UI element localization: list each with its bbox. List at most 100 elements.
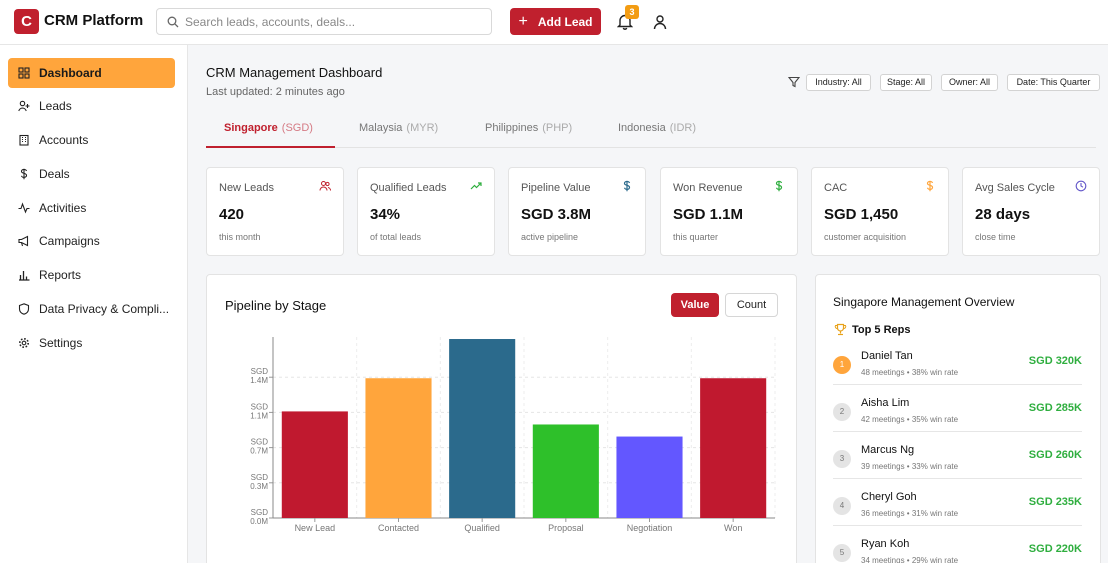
rep-amount: SGD 320K [1028,355,1082,367]
row-divider [833,478,1082,479]
rep-amount: SGD 235K [1028,496,1082,508]
kpi-subtext: close time [975,232,1016,242]
dollar-icon [924,180,936,195]
app-logo[interactable]: C [14,9,39,34]
clock-icon [1075,180,1087,195]
sidebar-item-dashboard[interactable]: Dashboard [8,58,175,88]
user-plus-icon [18,100,30,112]
y-tick-label-unit: SGD [251,508,269,517]
y-tick-label: 0.3M [250,482,268,491]
kpi-card-pipeline-value[interactable]: Pipeline Value SGD 3.8M active pipeline [508,167,646,256]
sidebar-item-deals[interactable]: Deals [8,159,175,189]
kpi-card-avg-sales-cycle[interactable]: Avg Sales Cycle 28 days close time [962,167,1100,256]
rep-stats: 36 meetings • 31% win rate [861,509,959,518]
tab-philippines[interactable]: Philippines (PHP) [485,122,572,134]
kpi-card-won-revenue[interactable]: Won Revenue SGD 1.1M this quarter [660,167,798,256]
tab-currency: (SGD) [281,122,313,134]
filter-icon[interactable] [788,76,800,88]
bar-won [700,378,767,518]
filter-date[interactable]: Date: This Quarter [1007,74,1100,91]
search-input[interactable] [185,13,485,31]
sidebar-item-activities[interactable]: Activities [8,193,175,223]
add-lead-button[interactable]: + Add Lead [510,8,601,35]
search-icon [167,16,179,28]
value-toggle-button[interactable]: Value [671,293,719,317]
sidebar-item-leads[interactable]: Leads [8,91,175,121]
kpi-label: New Leads [219,182,275,194]
sidebar-item-settings[interactable]: Settings [8,328,175,358]
last-updated: Last updated: 2 minutes ago [206,86,345,98]
kpi-card-qualified-leads[interactable]: Qualified Leads 34% of total leads [357,167,495,256]
filter-stage[interactable]: Stage: All [880,74,932,91]
users-icon [319,180,332,195]
rep-amount: SGD 220K [1028,543,1082,555]
sidebar-item-data-privacy-compli[interactable]: Data Privacy & Compli... [8,294,175,324]
rep-name: Marcus Ng [861,444,915,456]
rep-amount: SGD 260K [1028,449,1082,461]
sidebar-item-reports[interactable]: Reports [8,260,175,290]
building-icon [18,134,30,146]
shield-icon [18,303,30,315]
sidebar [0,45,188,563]
sidebar-item-label: Reports [39,268,82,282]
kpi-value: SGD 1,450 [824,206,899,223]
rep-stats: 42 meetings • 35% win rate [861,415,959,424]
sidebar-item-label: Activities [39,201,87,215]
sidebar-item-campaigns[interactable]: Campaigns [8,226,175,256]
rep-amount: SGD 285K [1028,402,1082,414]
rep-row[interactable]: 2 Aisha Lim 42 meetings • 35% win rate SGD … [833,394,1082,440]
tab-label: Singapore [224,122,278,134]
x-tick-label: New Lead [295,523,336,533]
trophy-icon [834,323,847,336]
rank-badge: 5 [833,544,851,562]
tab-label: Indonesia [618,122,666,134]
search-box[interactable] [156,8,492,35]
rep-row[interactable]: 5 Ryan Koh 34 meetings • 29% win rate SGD 2… [833,535,1082,563]
y-tick-label-unit: SGD [251,473,269,482]
y-tick-label: 1.1M [250,411,268,420]
grid-icon [18,67,30,79]
sidebar-item-label: Dashboard [39,66,102,80]
activity-icon [18,202,30,214]
sidebar-item-label: Campaigns [39,234,100,248]
tab-singapore[interactable]: Singapore (SGD) [224,122,313,134]
dollar-icon [18,168,30,180]
kpi-label: Won Revenue [673,182,743,194]
plus-icon: + [518,12,528,30]
bar-negotiation [616,436,683,518]
top-reps-label: Top 5 Reps [852,324,911,336]
tab-malaysia[interactable]: Malaysia (MYR) [359,122,438,134]
rep-row[interactable]: 4 Cheryl Goh 36 meetings • 31% win rate SGD… [833,488,1082,534]
rep-row[interactable]: 1 Daniel Tan 48 meetings • 38% win rate SGD… [833,347,1082,393]
rep-stats: 34 meetings • 29% win rate [861,556,959,563]
kpi-card-new-leads[interactable]: New Leads 420 this month [206,167,344,256]
user-icon[interactable] [653,14,667,30]
notification-badge: 3 [625,5,639,19]
y-tick-label-unit: SGD [251,402,269,411]
x-tick-label: Proposal [548,523,584,533]
tab-label: Malaysia [359,122,403,134]
tab-currency: (MYR) [406,122,439,134]
kpi-subtext: of total leads [370,232,422,242]
kpi-label: Qualified Leads [370,182,447,194]
kpi-card-cac[interactable]: CAC SGD 1,450 customer acquisition [811,167,949,256]
sidebar-item-label: Deals [39,167,70,181]
sidebar-item-accounts[interactable]: Accounts [8,125,175,155]
filter-industry[interactable]: Industry: All [806,74,871,91]
row-divider [833,431,1082,432]
rep-row[interactable]: 3 Marcus Ng 39 meetings • 33% win rate SGD … [833,441,1082,487]
sidebar-item-label: Settings [39,336,83,350]
tab-indonesia[interactable]: Indonesia (IDR) [618,122,696,134]
row-divider [833,525,1082,526]
filter-owner[interactable]: Owner: All [941,74,998,91]
y-tick-label: 0.0M [250,517,268,526]
rep-stats: 39 meetings • 33% win rate [861,462,959,471]
count-toggle-button[interactable]: Count [725,293,778,317]
kpi-value: SGD 1.1M [673,206,744,223]
kpi-subtext: this month [219,232,261,242]
pipeline-title: Pipeline by Stage [225,298,327,313]
megaphone-icon [18,235,30,247]
kpi-label: Pipeline Value [521,182,591,194]
kpi-subtext: active pipeline [521,232,579,242]
